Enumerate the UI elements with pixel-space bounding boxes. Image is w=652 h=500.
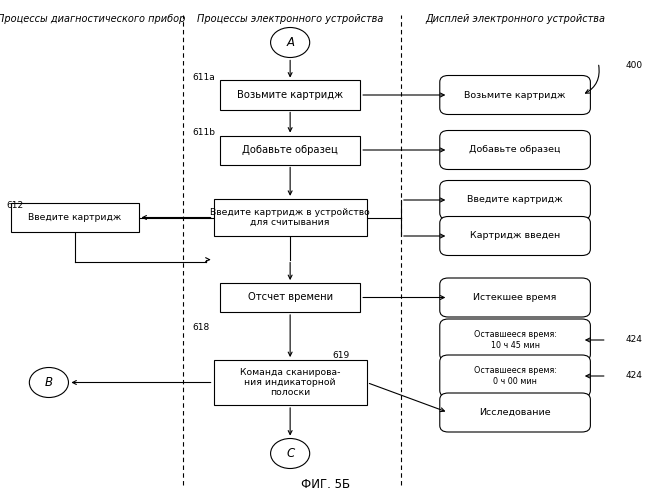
Text: C: C [286,447,294,460]
Text: Добавьте образец: Добавьте образец [469,146,561,154]
Text: Процессы электронного устройства: Процессы электронного устройства [197,14,383,24]
Text: B: B [45,376,53,389]
Text: Оставшееся время:
10 ч 45 мин: Оставшееся время: 10 ч 45 мин [473,330,557,349]
Text: Добавьте образец: Добавьте образец [242,145,338,155]
Circle shape [271,28,310,58]
FancyBboxPatch shape [439,130,591,170]
FancyBboxPatch shape [220,80,360,110]
FancyBboxPatch shape [220,283,360,312]
Text: ФИГ. 5Б: ФИГ. 5Б [301,478,351,491]
Text: Отсчет времени: Отсчет времени [248,292,333,302]
FancyBboxPatch shape [439,355,591,397]
FancyBboxPatch shape [439,278,591,317]
Text: A: A [286,36,294,49]
Circle shape [271,438,310,468]
FancyBboxPatch shape [214,360,366,405]
Text: 618: 618 [192,323,209,332]
Text: Оставшееся время:
0 ч 00 мин: Оставшееся время: 0 ч 00 мин [473,366,557,386]
Text: Введите картридж: Введите картридж [28,213,122,222]
Text: Введите картридж в устройство
для считывания: Введите картридж в устройство для считыв… [210,208,370,227]
Text: 611b: 611b [192,128,215,137]
Text: 612: 612 [7,200,23,209]
FancyBboxPatch shape [214,199,366,236]
FancyBboxPatch shape [220,136,360,164]
FancyBboxPatch shape [439,180,591,220]
Text: Возьмите картридж: Возьмите картридж [464,90,566,100]
FancyBboxPatch shape [12,203,139,232]
Text: Возьмите картридж: Возьмите картридж [237,90,343,100]
Text: Картридж введен: Картридж введен [470,232,560,240]
Text: 619: 619 [333,350,349,360]
Text: 424: 424 [626,372,643,380]
FancyBboxPatch shape [439,393,591,432]
Text: 424: 424 [626,336,643,344]
FancyBboxPatch shape [439,76,591,114]
Circle shape [29,368,68,398]
Text: Исследование: Исследование [479,408,551,417]
FancyBboxPatch shape [439,319,591,361]
Text: Команда сканирова-
ния индикаторной
полоски: Команда сканирова- ния индикаторной поло… [240,368,340,398]
Text: Процессы диагностического прибор: Процессы диагностического прибор [0,14,185,24]
FancyBboxPatch shape [439,216,591,256]
Text: 611a: 611a [192,73,215,82]
Text: Дисплей электронного устройства: Дисплей электронного устройства [425,14,605,24]
Text: Истекшее время: Истекшее время [473,293,557,302]
Text: Введите картридж: Введите картридж [467,196,563,204]
Text: 400: 400 [626,60,643,70]
